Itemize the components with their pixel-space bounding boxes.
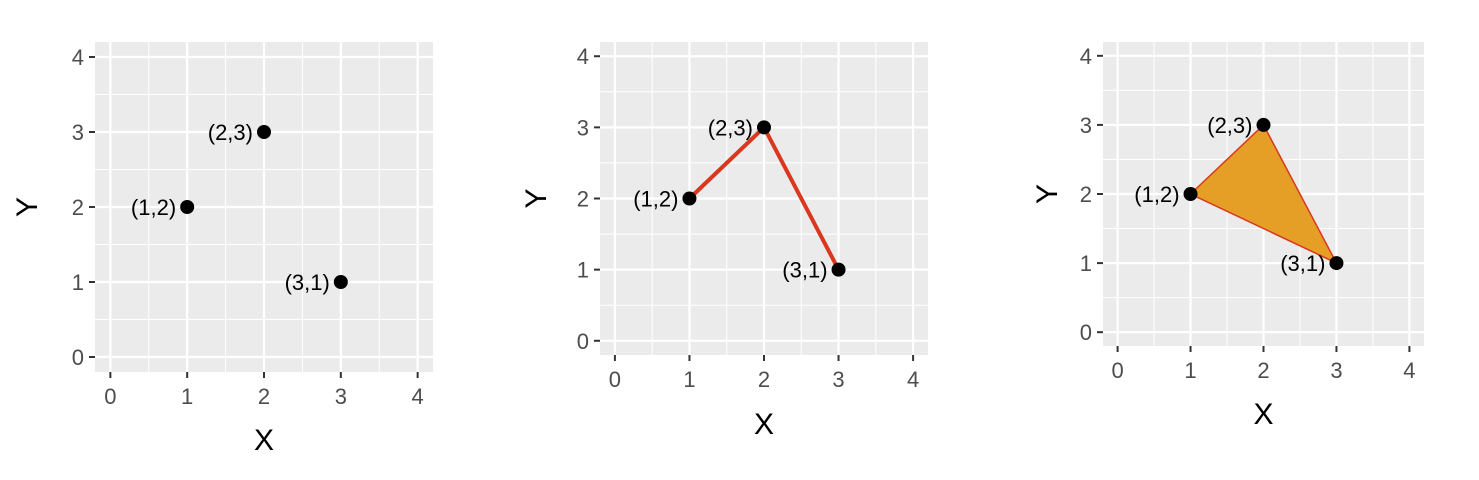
data-point <box>180 200 195 214</box>
point-label: (2,3) <box>1207 113 1252 138</box>
x-axis-title: X <box>254 424 274 457</box>
point-label: (2,3) <box>208 120 253 145</box>
point-label: (3,1) <box>782 258 827 283</box>
data-point <box>333 275 348 289</box>
y-tick-label: 0 <box>577 329 589 354</box>
y-tick-label: 1 <box>1080 251 1092 276</box>
x-tick-label: 0 <box>1111 358 1123 383</box>
x-tick-label: 2 <box>758 367 770 392</box>
x-tick-label: 1 <box>1184 358 1196 383</box>
data-point <box>757 120 771 135</box>
y-tick-label: 1 <box>577 258 589 283</box>
y-tick-label: 3 <box>1080 113 1092 138</box>
y-axis-title: Y <box>1031 184 1064 204</box>
data-point <box>257 125 271 139</box>
data-point <box>682 191 697 206</box>
x-tick-label: 3 <box>1330 358 1342 383</box>
x-tick-label: 1 <box>181 384 193 409</box>
x-tick-label: 2 <box>258 384 270 409</box>
point-label: (1,2) <box>131 195 176 220</box>
panel-points: 0 1 2 3 4 0 1 2 3 4 X Y (1,2) (2,3) (3,1) <box>11 42 433 457</box>
y-axis-title: Y <box>11 197 44 217</box>
x-tick-label: 4 <box>412 384 424 409</box>
data-point <box>1183 187 1198 201</box>
point-label: (3,1) <box>1280 251 1325 276</box>
x-tick-label: 3 <box>335 384 347 409</box>
y-tick-label: 3 <box>72 120 84 145</box>
y-tick-label: 2 <box>577 187 589 212</box>
panel-polygon: 0 1 2 3 4 0 1 2 3 4 X Y (1,2) (2,3) (3,1) <box>1031 42 1424 431</box>
y-tick-label: 2 <box>72 195 84 220</box>
y-tick-label: 4 <box>72 45 84 70</box>
y-tick-label: 0 <box>72 345 84 370</box>
triangle-polygon <box>1189 123 1339 265</box>
point-label: (1,2) <box>1134 182 1179 207</box>
x-tick-label: 0 <box>609 367 621 392</box>
point-label: (1,2) <box>633 187 678 212</box>
point-label: (2,3) <box>708 115 753 140</box>
x-tick-label: 4 <box>1403 358 1415 383</box>
panel-path: 0 1 2 3 4 0 1 2 3 4 X Y (1,2) (2,3) (3,1) <box>520 42 928 441</box>
x-axis-title: X <box>1253 398 1273 431</box>
y-tick-label: 4 <box>577 44 589 69</box>
x-tick-label: 3 <box>832 367 844 392</box>
y-tick-label: 4 <box>1080 44 1092 69</box>
data-point <box>1329 256 1344 271</box>
data-point <box>831 262 846 277</box>
y-tick-label: 0 <box>1080 320 1092 345</box>
point-label: (3,1) <box>285 270 330 295</box>
x-tick-label: 4 <box>907 367 919 392</box>
y-tick-label: 3 <box>577 115 589 140</box>
data-point <box>1256 117 1271 132</box>
x-tick-label: 2 <box>1257 358 1269 383</box>
x-tick-label: 0 <box>104 384 116 409</box>
y-axis-title: Y <box>520 188 553 208</box>
x-tick-label: 1 <box>683 367 695 392</box>
x-axis-title: X <box>754 408 774 441</box>
y-tick-label: 1 <box>72 270 84 295</box>
y-tick-label: 2 <box>1080 182 1092 207</box>
